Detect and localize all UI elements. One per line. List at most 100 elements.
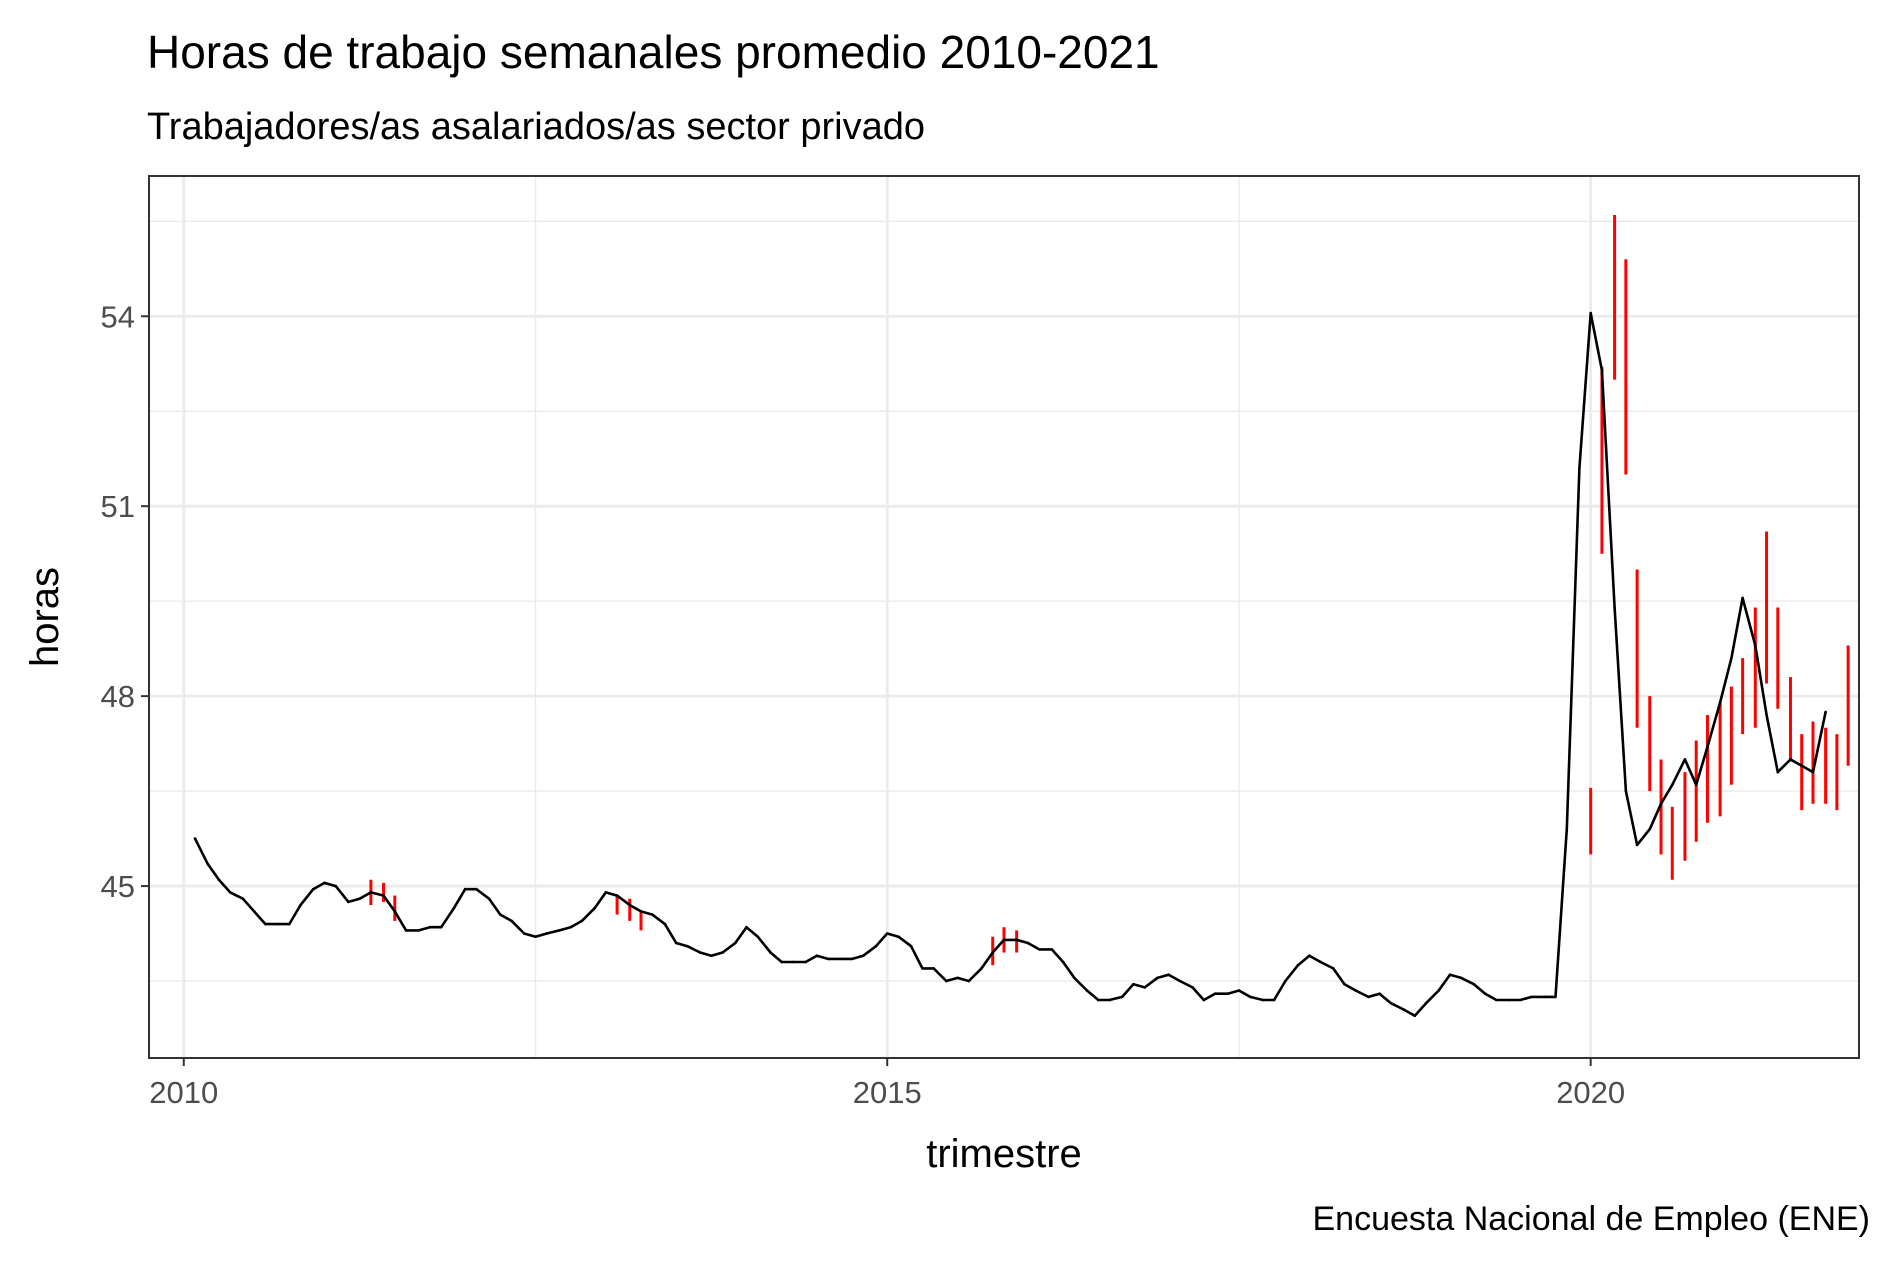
data-point (1389, 1001, 1393, 1005)
data-point (206, 862, 209, 866)
data-point (1272, 998, 1276, 1002)
data-point (1402, 1008, 1405, 1011)
data-point (522, 932, 526, 935)
data-point (193, 837, 197, 840)
data-point (252, 910, 256, 913)
data-point (1706, 745, 1709, 749)
data-point (721, 951, 724, 954)
x-tick-label: 2010 (149, 1075, 218, 1110)
series-polyline (193, 311, 1827, 1018)
data-point (1061, 960, 1065, 964)
data-point (1413, 1014, 1417, 1018)
data-point (1026, 941, 1030, 945)
data-point (1730, 656, 1733, 660)
data-point (897, 935, 900, 939)
data-point (510, 919, 513, 923)
data-point (932, 967, 935, 970)
data-point (1554, 995, 1557, 999)
data-point (862, 954, 865, 958)
x-axis: 2010 2015 2020 (149, 1058, 1625, 1110)
data-point (1319, 960, 1322, 964)
data-point (1789, 758, 1792, 761)
x-tick-label: 2020 (1556, 1075, 1625, 1110)
data-point (499, 913, 502, 916)
data-point (745, 925, 748, 929)
panel-border (148, 175, 1860, 1059)
data-point (1507, 998, 1511, 1002)
data-point (1167, 973, 1170, 976)
data-point (991, 951, 995, 954)
y-axis: 45 48 51 54 (101, 299, 149, 904)
data-point (241, 897, 245, 901)
data-point (1296, 963, 1300, 967)
data-point (756, 935, 760, 939)
data-point (463, 887, 467, 891)
data-point (1002, 938, 1006, 942)
data-point (404, 929, 408, 932)
series-line (193, 311, 1827, 1018)
data-point (417, 929, 421, 932)
data-point (1613, 606, 1616, 609)
data-point (1143, 986, 1146, 989)
data-point (639, 910, 643, 913)
data-point (382, 894, 385, 897)
data-point (1519, 998, 1522, 1002)
data-point (1367, 995, 1370, 999)
data-point (311, 887, 315, 891)
data-point (1096, 998, 1100, 1002)
y-axis-label: horas (23, 567, 67, 667)
data-point (1331, 967, 1335, 970)
data-point (674, 941, 678, 945)
data-point (874, 944, 878, 948)
data-point (299, 903, 302, 907)
data-point (1248, 995, 1252, 999)
data-point (1753, 644, 1757, 647)
data-point (1694, 783, 1698, 787)
data-point (815, 954, 819, 958)
x-axis-label: trimestre (926, 1132, 1082, 1176)
data-point (287, 922, 291, 926)
data-point (615, 894, 619, 897)
data-point (1354, 989, 1358, 992)
data-point (1776, 770, 1780, 774)
data-point (1800, 764, 1804, 768)
data-point (334, 884, 338, 888)
data-point (839, 957, 843, 961)
chart-caption: Encuesta Nacional de Empleo (ENE) (1313, 1200, 1871, 1238)
data-point (1073, 976, 1076, 980)
data-point (1037, 948, 1041, 951)
data-point (733, 941, 737, 945)
y-tick-label: 51 (101, 489, 135, 524)
data-point (1589, 311, 1592, 315)
data-point (885, 932, 889, 935)
x-tick-label: 2015 (853, 1075, 922, 1110)
data-point (1424, 1001, 1428, 1005)
data-point (1472, 982, 1476, 986)
data-point (921, 967, 924, 970)
data-point (452, 906, 456, 910)
data-point (534, 935, 537, 939)
data-point (1437, 989, 1441, 992)
data-point (1213, 992, 1217, 995)
data-point (428, 925, 432, 929)
data-point (393, 910, 397, 913)
data-point (217, 878, 221, 882)
data-point (850, 957, 854, 961)
data-point (710, 954, 713, 958)
chart-title: Horas de trabajo semanales promedio 2010… (147, 26, 1160, 78)
data-point (1683, 758, 1687, 761)
data-point (545, 932, 549, 935)
data-point (686, 944, 689, 948)
data-point (1226, 992, 1230, 995)
data-point (228, 891, 232, 894)
data-point (1178, 979, 1182, 983)
data-point (1378, 992, 1381, 995)
data-point (791, 960, 795, 964)
data-point (347, 900, 350, 904)
data-point (1530, 995, 1533, 999)
data-point (276, 922, 280, 926)
data-point (698, 951, 702, 954)
data-point (1085, 989, 1089, 992)
data-point (1495, 998, 1498, 1002)
